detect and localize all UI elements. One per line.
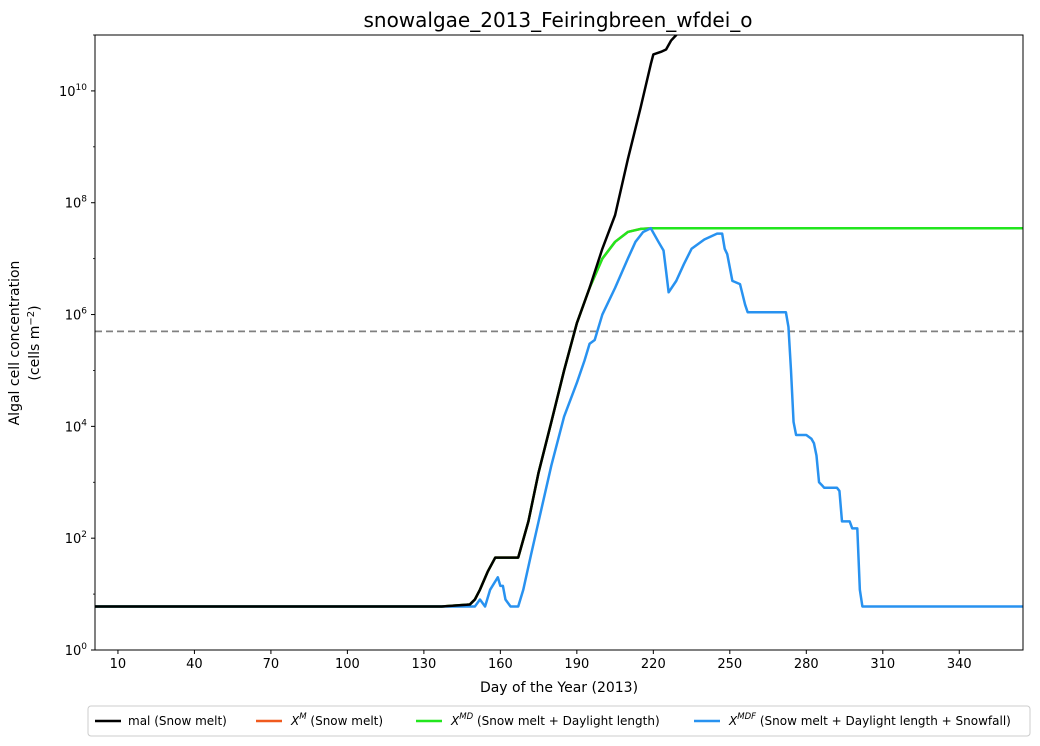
y-axis-label-line2: (cells m−2): [26, 305, 43, 380]
series-layer: [95, 35, 1023, 608]
x-tick-label: 310: [870, 657, 895, 672]
series-line-xm: [95, 226, 1023, 608]
y-axis-label-line1: Algal cell concentration: [7, 261, 23, 426]
y-tick-label: 106: [65, 307, 88, 324]
y-tick-label: 104: [65, 418, 88, 435]
x-tick-label: 220: [641, 657, 666, 672]
x-tick-label: 40: [186, 657, 203, 672]
legend-entry-xmdf: XMDF (Snow melt + Daylight length + Snow…: [728, 712, 1011, 728]
y-tick-label: 100: [65, 642, 88, 659]
x-axis: 10 40 70 100 130 160 190 220 250 280 310 340: [110, 650, 972, 672]
series-line-mal: [95, 35, 678, 608]
x-tick-label: 10: [110, 657, 127, 672]
x-tick-label: 280: [794, 657, 819, 672]
legend-frame: [87, 705, 1031, 737]
x-tick-label: 250: [717, 657, 742, 672]
legend: mal (Snow melt) XM (Snow melt) XMD (Snow…: [87, 705, 1031, 737]
y-tick-label: 102: [65, 530, 87, 547]
legend-entry-xm: XM (Snow melt): [290, 712, 383, 728]
series-line-xmdf: [95, 226, 1023, 608]
x-tick-label: 340: [947, 657, 972, 672]
x-tick-label: 130: [411, 657, 436, 672]
legend-entry-xmd: XMD (Snow melt + Daylight length): [450, 712, 660, 728]
x-tick-label: 70: [263, 657, 280, 672]
legend-entry-mal: mal (Snow melt): [128, 714, 227, 728]
chart-title: snowalgae_2013_Feiringbreen_wfdei_o: [363, 8, 752, 32]
series-line-xmd: [95, 226, 1023, 608]
plot-frame: [94, 34, 1024, 651]
x-tick-label: 160: [488, 657, 513, 672]
x-axis-label: Day of the Year (2013): [480, 680, 638, 696]
y-tick-label: 108: [65, 195, 88, 212]
y-tick-label: 1010: [59, 83, 87, 100]
y-axis: 100 102 104 106 108 1010: [59, 34, 95, 659]
x-tick-label: 190: [564, 657, 589, 672]
x-tick-label: 100: [335, 657, 360, 672]
